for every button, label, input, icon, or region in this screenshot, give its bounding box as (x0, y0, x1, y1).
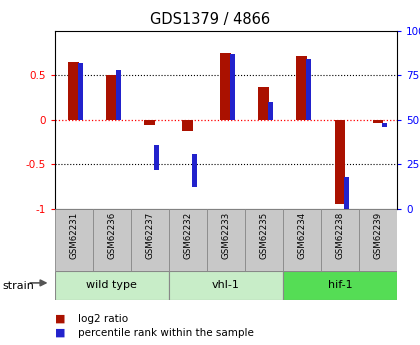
Bar (55, 209, 93, 271)
Bar (78, 63, 83, 120)
Bar (220, 53, 231, 120)
Text: GDS1379 / 4866: GDS1379 / 4866 (150, 12, 270, 27)
Bar (373, 120, 383, 122)
Bar (55, 272, 169, 299)
Bar (268, 102, 273, 120)
Bar (382, 124, 387, 127)
Bar (93, 209, 131, 271)
Text: GSM62234: GSM62234 (297, 212, 306, 259)
Bar (297, 56, 307, 120)
Bar (334, 120, 345, 204)
Bar (131, 209, 169, 271)
Bar (230, 54, 235, 120)
Bar (116, 70, 121, 120)
Text: wild type: wild type (86, 280, 137, 290)
Bar (192, 154, 197, 187)
Text: GSM62233: GSM62233 (221, 212, 230, 259)
Bar (154, 145, 159, 170)
Text: ■: ■ (55, 314, 65, 324)
Text: log2 ratio: log2 ratio (78, 314, 128, 324)
Bar (68, 62, 79, 120)
Bar (321, 209, 359, 271)
Text: GSM62236: GSM62236 (107, 212, 116, 259)
Text: GSM62237: GSM62237 (145, 212, 154, 259)
Bar (306, 59, 311, 120)
Bar (207, 209, 245, 271)
Bar (182, 120, 193, 130)
Bar (106, 76, 117, 120)
Bar (283, 272, 397, 299)
Text: vhl-1: vhl-1 (212, 280, 240, 290)
Bar (169, 272, 283, 299)
Bar (359, 209, 397, 271)
Bar (245, 209, 283, 271)
Bar (344, 177, 349, 234)
Text: GSM62239: GSM62239 (373, 212, 382, 259)
Bar (169, 209, 207, 271)
Text: GSM62235: GSM62235 (259, 212, 268, 259)
Text: ■: ■ (55, 328, 65, 338)
Bar (144, 120, 155, 125)
Text: GSM62232: GSM62232 (183, 212, 192, 259)
Text: strain: strain (2, 281, 34, 290)
Text: hif-1: hif-1 (328, 280, 352, 290)
Text: percentile rank within the sample: percentile rank within the sample (78, 328, 254, 338)
Text: GSM62238: GSM62238 (335, 212, 344, 259)
Bar (283, 209, 321, 271)
Bar (258, 87, 269, 120)
Text: GSM62231: GSM62231 (69, 212, 78, 259)
